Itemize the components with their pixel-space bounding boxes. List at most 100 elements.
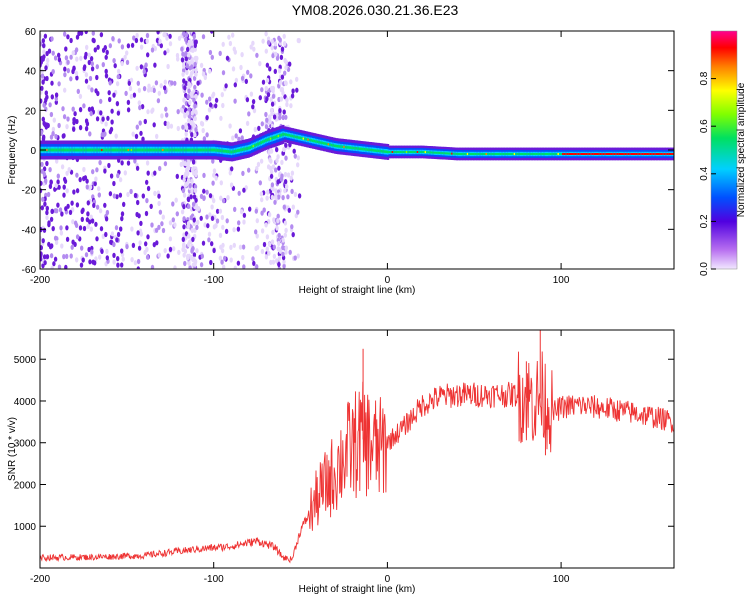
ridge-cell bbox=[151, 148, 154, 152]
ridge-peak bbox=[595, 153, 597, 155]
ridge-cell bbox=[77, 148, 80, 152]
spectrogram-speck bbox=[270, 111, 274, 117]
spectrogram-speck bbox=[40, 168, 44, 174]
spectrogram-speck bbox=[196, 219, 200, 225]
ridge-cell bbox=[543, 153, 546, 155]
spectrogram-speck bbox=[133, 260, 138, 266]
ridge-cell bbox=[454, 152, 457, 155]
spectrogram-speck bbox=[72, 189, 76, 195]
ridge-cell bbox=[474, 153, 477, 155]
spectrogram-speck bbox=[194, 71, 198, 77]
spectrogram-speck bbox=[112, 180, 116, 187]
spectrogram-speck bbox=[272, 253, 277, 259]
spectrogram-speck bbox=[140, 104, 145, 110]
spectrogram-speck bbox=[188, 183, 192, 189]
chart-title: YM08.2026.030.21.36.E23 bbox=[291, 2, 459, 18]
spectrogram-speck bbox=[126, 107, 131, 113]
ridge-cell bbox=[496, 153, 499, 155]
ridge-peak bbox=[623, 153, 626, 155]
spectrogram-speck bbox=[103, 168, 107, 174]
spectrogram-speck bbox=[92, 202, 96, 208]
spectrogram-speck bbox=[91, 31, 95, 36]
ridge-cell bbox=[504, 153, 507, 155]
spectrogram-speck bbox=[40, 68, 44, 74]
ridge-cell bbox=[226, 149, 229, 153]
spectrogram-speck bbox=[191, 201, 196, 207]
spectrogram-speck bbox=[141, 136, 145, 142]
spectrogram-speck bbox=[267, 119, 272, 125]
ridge-cell bbox=[143, 148, 146, 152]
spectrogram-speck bbox=[283, 188, 287, 194]
ridge-peak bbox=[660, 153, 663, 155]
spectrogram-speck bbox=[61, 106, 65, 112]
spectrogram-speck bbox=[281, 195, 285, 201]
ridge-cell bbox=[346, 146, 349, 149]
ridge-peak bbox=[601, 153, 604, 155]
spectrogram-speck bbox=[231, 32, 235, 38]
ridge-cell bbox=[532, 153, 535, 155]
y-tick-label: 5000 bbox=[14, 355, 37, 366]
ridge-cell bbox=[104, 148, 107, 152]
spectrogram-speck bbox=[40, 205, 44, 211]
ridge-cell bbox=[129, 148, 132, 152]
ridge-cell bbox=[72, 148, 75, 152]
spectrogram-speck bbox=[234, 133, 238, 139]
spectrogram-speck bbox=[201, 71, 206, 77]
spectrogram-speck bbox=[127, 80, 131, 86]
spectrogram-speck bbox=[228, 40, 233, 47]
ridge-cell bbox=[365, 148, 368, 151]
ridge-cell bbox=[413, 151, 416, 153]
spectrogram-speck bbox=[180, 57, 185, 63]
spectrogram-speck bbox=[282, 33, 286, 39]
spectrogram-speck bbox=[193, 39, 197, 46]
spectrogram-speck bbox=[276, 213, 280, 219]
ridge-peak bbox=[618, 153, 621, 155]
spectrogram-speck bbox=[185, 63, 189, 69]
spectrogram-speck bbox=[112, 259, 116, 265]
spectrogram-speck bbox=[271, 93, 276, 99]
spectrogram-speck bbox=[70, 244, 74, 250]
spectrogram-speck bbox=[212, 168, 217, 174]
ridge-peak bbox=[624, 153, 627, 155]
spectrogram-speck bbox=[91, 37, 95, 43]
spectrogram-speck bbox=[297, 193, 302, 199]
spectrogram-speck bbox=[273, 199, 277, 205]
spectrogram-speck bbox=[220, 259, 224, 265]
spectrogram-speck bbox=[65, 124, 69, 130]
spectrogram-speck bbox=[59, 230, 64, 236]
ridge-cell bbox=[244, 147, 247, 151]
ridge-cell bbox=[349, 146, 352, 149]
spectrogram-speck bbox=[269, 96, 273, 102]
spectrogram-speck bbox=[290, 188, 294, 194]
ridge-cell bbox=[262, 140, 265, 144]
spectrogram-speck bbox=[40, 161, 44, 167]
spectrogram-speck bbox=[164, 106, 168, 112]
spectrogram-speck bbox=[242, 219, 246, 225]
ridge-cell bbox=[559, 153, 562, 155]
spectrogram-speck bbox=[255, 218, 259, 224]
spectrogram-speck bbox=[49, 111, 54, 118]
ridge-cell bbox=[188, 148, 191, 152]
spectrogram-speck bbox=[296, 209, 300, 215]
ridge-cell bbox=[476, 153, 479, 155]
spectrogram-speck bbox=[163, 120, 167, 126]
ridge-peak bbox=[584, 153, 586, 155]
spectrogram-speck bbox=[182, 252, 186, 258]
spectrogram-speck bbox=[280, 46, 285, 52]
spectrogram-speck bbox=[42, 227, 47, 233]
spectrogram-speck bbox=[109, 126, 114, 132]
spectrogram-speck bbox=[90, 218, 95, 224]
ridge-peak bbox=[565, 153, 568, 155]
spectrogram-speck bbox=[185, 255, 190, 261]
spectrogram-speck bbox=[85, 44, 89, 51]
spectrogram-speck bbox=[110, 108, 114, 114]
ridge-cell bbox=[394, 151, 398, 153]
spectrogram-speck bbox=[238, 244, 243, 250]
spectrogram-speck bbox=[60, 211, 64, 217]
spectrogram-speck bbox=[264, 254, 269, 260]
spectrogram-speck bbox=[109, 239, 113, 245]
spectrogram-speck bbox=[289, 79, 293, 85]
colorbar-tick-label: 0.2 bbox=[699, 214, 710, 228]
spectrogram-speck bbox=[271, 229, 275, 235]
spectrogram-speck bbox=[120, 216, 124, 222]
